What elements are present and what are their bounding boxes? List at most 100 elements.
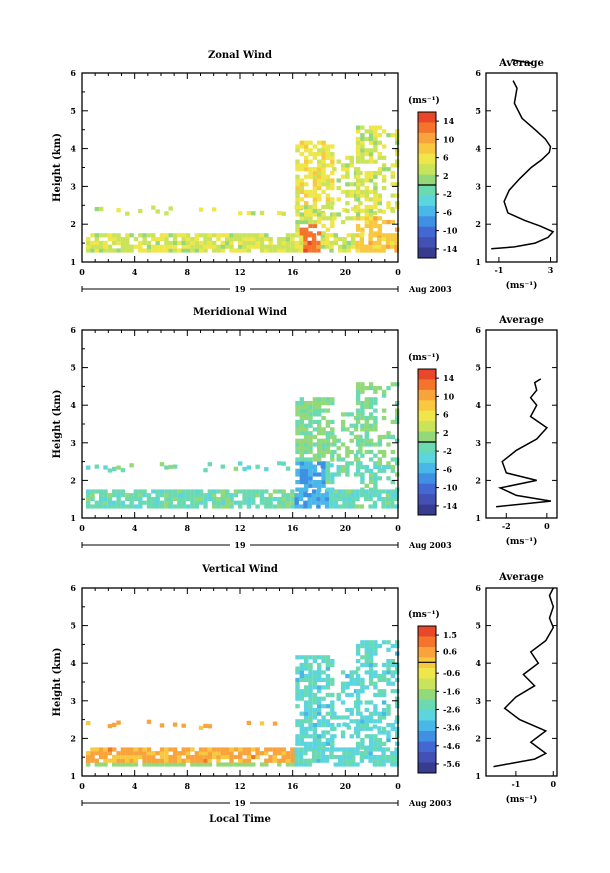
heatmap-cell bbox=[151, 205, 156, 210]
heatmap-cell bbox=[368, 204, 374, 210]
heatmap-cell bbox=[299, 689, 304, 694]
heatmap-cell bbox=[159, 244, 165, 249]
heatmap-cell bbox=[281, 244, 286, 249]
heatmap-cell bbox=[94, 747, 99, 752]
heatmap-cell bbox=[345, 155, 350, 160]
heatmap-cell bbox=[359, 237, 365, 242]
heatmap-cell bbox=[364, 404, 369, 409]
heatmap-cell bbox=[360, 416, 365, 421]
heatmap-cell bbox=[368, 212, 374, 217]
colorbar-swatch bbox=[418, 226, 436, 238]
heatmap-cell bbox=[242, 489, 247, 494]
heatmap-cell bbox=[146, 493, 152, 498]
heatmap-cell bbox=[294, 504, 299, 509]
heatmap-cell bbox=[142, 754, 147, 760]
heatmap-cell bbox=[238, 754, 243, 760]
heatmap-cell bbox=[394, 754, 399, 760]
heatmap-cell bbox=[330, 431, 335, 436]
heatmap-cell bbox=[307, 248, 312, 253]
heatmap-cell bbox=[317, 231, 322, 236]
heatmap-cell bbox=[377, 726, 382, 731]
heatmap-cell bbox=[390, 208, 395, 213]
heatmap-cell bbox=[308, 685, 313, 690]
heatmap-cell bbox=[212, 207, 217, 212]
heatmap-cell bbox=[381, 408, 387, 413]
heatmap-cell bbox=[330, 453, 335, 458]
heatmap-cell bbox=[368, 496, 373, 502]
heatmap-cell bbox=[299, 738, 304, 743]
heatmap-cell bbox=[359, 493, 365, 498]
colorbar-tick-label: 6 bbox=[443, 410, 449, 420]
heatmap-cell bbox=[373, 193, 378, 198]
heatmap-cell bbox=[390, 240, 395, 245]
heatmap-cell bbox=[194, 751, 199, 756]
y-axis-label: Height (km) bbox=[52, 390, 63, 459]
heatmap-cell bbox=[377, 167, 382, 172]
heatmap-cell bbox=[299, 427, 304, 432]
heatmap-cell bbox=[299, 397, 304, 402]
heatmap-cell bbox=[317, 152, 322, 157]
x-tick-label: 12 bbox=[234, 267, 245, 277]
heatmap-cell bbox=[390, 382, 395, 387]
heatmap-cell bbox=[298, 758, 304, 763]
heatmap-cell bbox=[299, 152, 304, 157]
heatmap-cell bbox=[246, 244, 252, 249]
heatmap-cell bbox=[364, 386, 369, 391]
heatmap-cell bbox=[299, 404, 304, 409]
heatmap-cell bbox=[355, 741, 361, 746]
heatmap-cell bbox=[290, 758, 295, 763]
heatmap-cell bbox=[233, 747, 239, 752]
colorbar-unit: (ms⁻¹) bbox=[408, 609, 440, 620]
heatmap-cell bbox=[272, 758, 278, 763]
heatmap-cell bbox=[312, 144, 318, 149]
heatmap-cell bbox=[338, 758, 343, 763]
heatmap-cell bbox=[394, 240, 399, 245]
heatmap-cell bbox=[185, 504, 191, 509]
heatmap-cell bbox=[377, 125, 382, 130]
heatmap-cell bbox=[159, 493, 165, 498]
heatmap-cell bbox=[299, 189, 304, 194]
heatmap-cell bbox=[312, 480, 318, 485]
average-frame bbox=[485, 329, 558, 519]
heatmap-cell bbox=[308, 692, 313, 697]
heatmap-cell bbox=[321, 655, 326, 660]
heatmap-cell bbox=[355, 419, 361, 424]
heatmap-cell bbox=[373, 170, 378, 176]
heatmap-cell bbox=[312, 715, 318, 720]
heatmap-cell bbox=[103, 240, 108, 245]
heatmap-cell bbox=[358, 446, 363, 451]
heatmap-cell bbox=[395, 472, 400, 477]
heatmap-cell bbox=[281, 237, 286, 242]
heatmap-cell bbox=[336, 186, 341, 191]
heatmap-cell bbox=[358, 449, 363, 455]
heatmap-cell bbox=[351, 747, 356, 752]
heatmap-cell bbox=[181, 493, 186, 498]
heatmap-cell bbox=[336, 464, 341, 470]
heatmap-cell bbox=[381, 662, 387, 667]
heatmap-cell bbox=[346, 725, 351, 730]
heatmap-cell bbox=[390, 674, 395, 679]
heatmap-cell bbox=[372, 248, 378, 253]
heatmap-cell bbox=[216, 747, 221, 752]
heatmap-cell bbox=[364, 189, 369, 194]
heatmap-cell bbox=[277, 504, 282, 509]
heatmap-cell bbox=[312, 453, 318, 458]
heatmap-cell bbox=[325, 174, 331, 179]
heatmap-cell bbox=[321, 189, 326, 194]
heatmap-cell bbox=[321, 715, 326, 720]
heatmap-cell bbox=[181, 747, 186, 752]
heatmap-cell bbox=[312, 412, 318, 417]
heatmap-cell bbox=[172, 237, 178, 242]
heatmap-cell bbox=[338, 237, 343, 242]
heatmap-cell bbox=[225, 244, 230, 249]
heatmap-cell bbox=[259, 248, 265, 253]
date-label: Aug 2003 bbox=[408, 284, 452, 294]
heatmap-cell bbox=[390, 662, 395, 667]
heatmap-cell bbox=[317, 734, 322, 739]
heatmap-cell bbox=[304, 674, 309, 679]
heatmap-cell bbox=[281, 489, 286, 494]
heatmap-cell bbox=[125, 233, 130, 238]
heatmap-cell bbox=[295, 449, 300, 455]
colorbar-swatch bbox=[418, 153, 436, 165]
heatmap-cell bbox=[312, 707, 318, 713]
